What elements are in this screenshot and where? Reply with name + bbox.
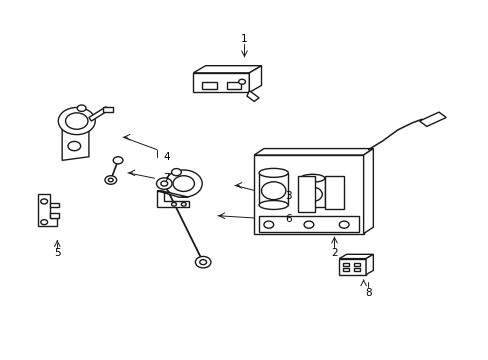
Text: 6: 6 [285, 214, 291, 224]
Polygon shape [363, 149, 372, 234]
Bar [103, 107, 113, 112]
Circle shape [41, 199, 47, 204]
Polygon shape [157, 191, 188, 207]
Bar [259, 216, 358, 232]
Bar [50, 203, 59, 207]
Text: 2: 2 [330, 248, 337, 258]
Bar [50, 213, 59, 217]
Text: 3: 3 [285, 191, 291, 201]
Circle shape [181, 203, 186, 206]
Polygon shape [366, 254, 372, 275]
Circle shape [105, 176, 116, 184]
Circle shape [161, 181, 167, 186]
Circle shape [195, 256, 210, 268]
Text: 7: 7 [163, 173, 170, 183]
Circle shape [339, 221, 348, 228]
Bar [343, 268, 348, 271]
Polygon shape [89, 107, 108, 121]
Polygon shape [339, 254, 372, 258]
Circle shape [108, 178, 113, 182]
Bar [343, 262, 348, 266]
Text: 8: 8 [365, 288, 371, 297]
Bar [353, 268, 359, 271]
Circle shape [261, 182, 285, 200]
Circle shape [113, 157, 122, 164]
Bar [353, 262, 359, 266]
Circle shape [173, 176, 194, 192]
Bar [254, 155, 363, 234]
Bar [300, 178, 324, 207]
Circle shape [41, 220, 47, 225]
Circle shape [200, 260, 206, 265]
Circle shape [156, 178, 172, 189]
Polygon shape [246, 91, 259, 102]
Circle shape [171, 168, 181, 176]
Ellipse shape [259, 168, 287, 177]
Polygon shape [157, 191, 188, 197]
Ellipse shape [300, 174, 324, 182]
Ellipse shape [259, 201, 287, 210]
Polygon shape [249, 66, 261, 93]
Text: 5: 5 [54, 248, 61, 258]
Circle shape [77, 105, 86, 111]
Circle shape [65, 113, 88, 129]
Circle shape [165, 170, 202, 197]
Circle shape [304, 221, 313, 228]
Bar [324, 176, 344, 208]
Polygon shape [193, 66, 261, 73]
Polygon shape [419, 112, 446, 126]
Circle shape [264, 221, 273, 228]
Polygon shape [62, 126, 89, 160]
Bar [202, 82, 216, 89]
Bar [226, 82, 241, 89]
Bar [297, 176, 314, 212]
Polygon shape [38, 194, 57, 226]
Text: 4: 4 [163, 152, 170, 162]
Bar [339, 258, 366, 275]
Bar [193, 73, 249, 93]
Bar [259, 173, 287, 205]
Circle shape [238, 79, 245, 84]
Circle shape [171, 203, 176, 206]
Circle shape [302, 187, 322, 202]
Circle shape [58, 108, 95, 135]
Text: 1: 1 [241, 34, 247, 44]
Circle shape [68, 141, 81, 151]
Polygon shape [254, 149, 372, 155]
